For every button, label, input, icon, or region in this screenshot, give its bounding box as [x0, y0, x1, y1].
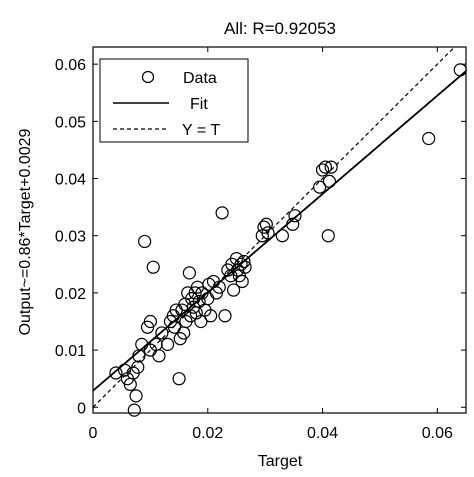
data-point — [138, 234, 152, 249]
data-point — [204, 309, 218, 323]
x-tick-label: 0.06 — [422, 425, 453, 442]
data-point — [127, 403, 141, 417]
data-point — [259, 217, 273, 231]
data-point — [172, 372, 186, 386]
data-point — [322, 174, 337, 188]
data-point — [215, 206, 229, 220]
data-point — [288, 209, 302, 223]
y-tick-label: 0.06 — [55, 57, 86, 74]
data-point — [194, 314, 208, 329]
data-point — [453, 63, 467, 77]
legend-box — [99, 58, 249, 143]
data-point — [117, 363, 132, 377]
data-point — [237, 254, 251, 269]
data-point — [318, 160, 333, 174]
legend-data-marker — [141, 70, 155, 84]
data-point — [275, 229, 289, 243]
data-point — [261, 226, 275, 240]
legend: Data Fit Y = T — [99, 58, 249, 143]
x-tick-label: 0.04 — [307, 425, 338, 442]
data-point — [238, 260, 252, 274]
data-point — [188, 286, 202, 300]
x-tick-label: 0.02 — [192, 425, 223, 442]
data-point — [109, 366, 123, 380]
x-tick-label: 0 — [89, 425, 98, 442]
y-tick-label: 0.05 — [55, 114, 86, 131]
data-point — [321, 229, 335, 243]
chart-title: All: R=0.92053 — [224, 19, 336, 38]
legend-data-label: Data — [183, 70, 217, 87]
data-point — [146, 260, 160, 274]
identity-line — [92, 46, 455, 408]
y-tick-label: 0.02 — [55, 286, 86, 303]
data-point — [212, 280, 226, 294]
data-points — [109, 63, 467, 417]
data-point — [422, 131, 436, 146]
data-point — [218, 309, 232, 323]
legend-identity-label: Y = T — [182, 122, 220, 139]
data-point — [226, 283, 241, 297]
legend-fit-label: Fit — [190, 96, 208, 113]
data-point — [155, 326, 169, 340]
data-point — [143, 314, 157, 329]
data-point — [286, 217, 300, 231]
data-point — [313, 180, 327, 194]
y-tick-label: 0.04 — [55, 172, 86, 189]
axis-ticks: 0 0.02 0.04 0.06 0 0.01 0.02 0.03 0.04 0.05 0.06 — [55, 47, 466, 442]
x-axis-label: Target — [258, 453, 303, 470]
y-tick-label: 0.03 — [55, 229, 86, 246]
data-point — [161, 337, 175, 351]
y-axis-label: Output~=0.86*Target+0.0029 — [17, 128, 34, 335]
data-point — [324, 160, 338, 174]
y-tick-label: 0 — [77, 400, 86, 417]
data-point — [234, 257, 248, 271]
data-point — [235, 274, 249, 289]
y-tick-label: 0.01 — [55, 343, 86, 360]
data-point — [182, 266, 197, 280]
data-point — [315, 163, 330, 177]
data-point — [129, 389, 143, 403]
data-point — [152, 349, 166, 363]
